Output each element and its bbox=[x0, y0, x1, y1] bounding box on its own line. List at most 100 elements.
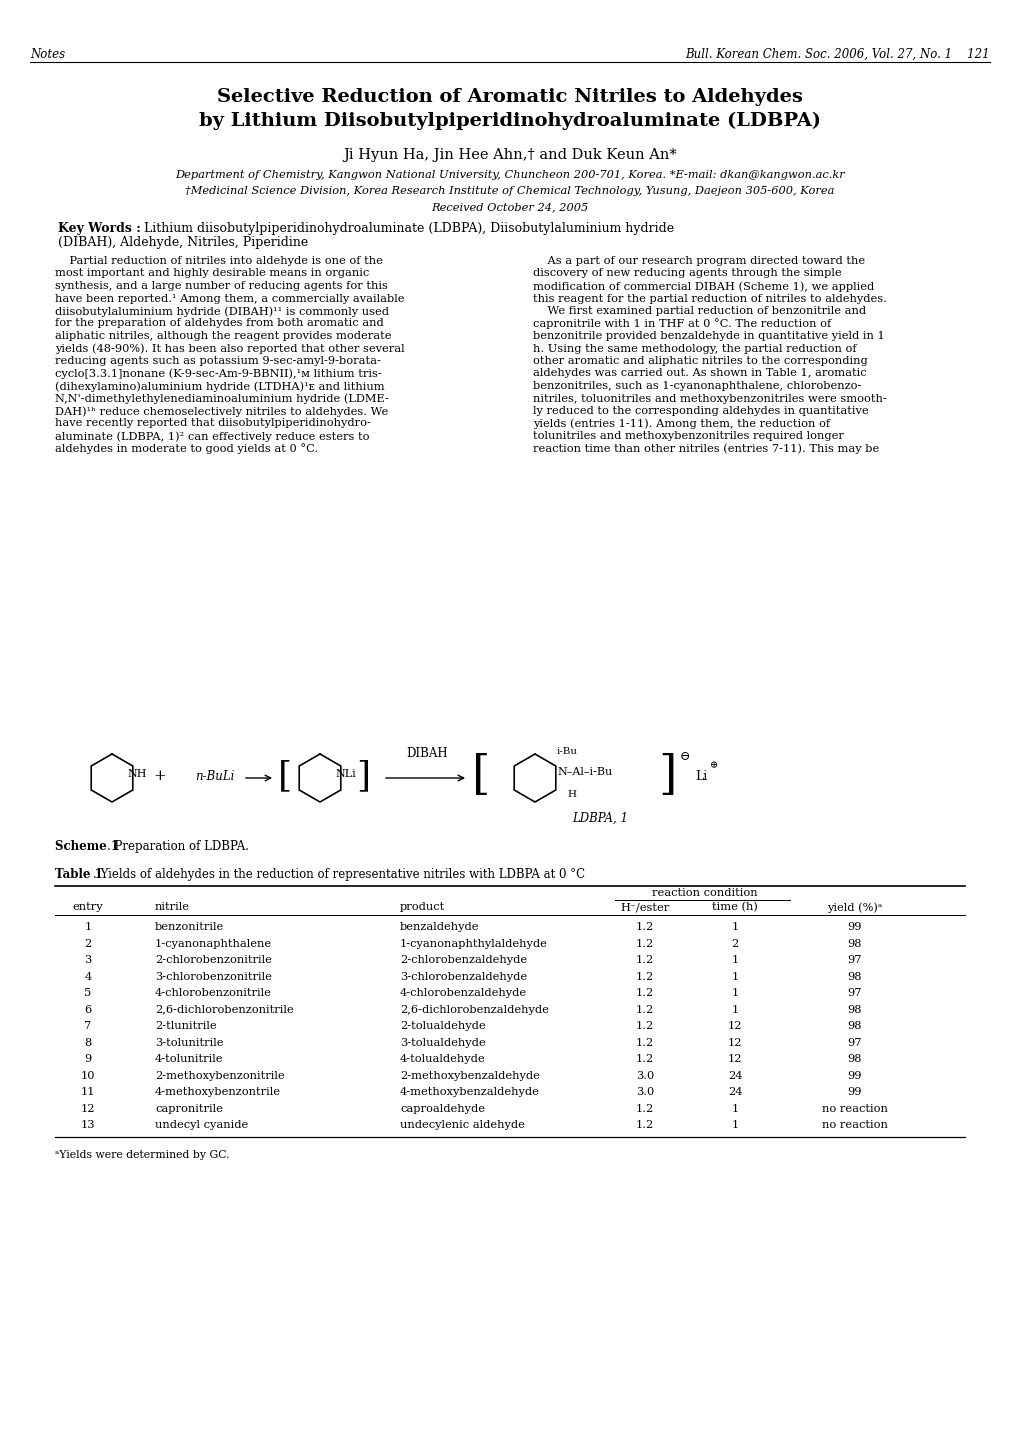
Text: have recently reported that diisobutylpiperidinohydro-: have recently reported that diisobutylpi… bbox=[55, 418, 371, 429]
Text: most important and highly desirable means in organic: most important and highly desirable mean… bbox=[55, 268, 369, 278]
Text: 1.2: 1.2 bbox=[635, 1120, 653, 1130]
Text: 4: 4 bbox=[85, 971, 92, 981]
Text: 4-chlorobenzaldehyde: 4-chlorobenzaldehyde bbox=[399, 988, 527, 999]
Text: 1: 1 bbox=[731, 1120, 738, 1130]
Text: ly reduced to the corresponding aldehydes in quantitative: ly reduced to the corresponding aldehyde… bbox=[533, 405, 868, 416]
Text: 1.2: 1.2 bbox=[635, 1038, 653, 1048]
Text: 2-chlorobenzonitrile: 2-chlorobenzonitrile bbox=[155, 955, 272, 965]
Text: undecyl cyanide: undecyl cyanide bbox=[155, 1120, 248, 1130]
Text: 3-tolunitrile: 3-tolunitrile bbox=[155, 1038, 223, 1048]
Text: Lithium diisobutylpiperidinohydroaluminate (LDBPA), Diisobutylaluminium hydride: Lithium diisobutylpiperidinohydroalumina… bbox=[136, 222, 674, 235]
Text: +: + bbox=[154, 769, 166, 784]
Text: caproaldehyde: caproaldehyde bbox=[399, 1104, 484, 1114]
Text: 1-cyanonaphthalene: 1-cyanonaphthalene bbox=[155, 938, 272, 948]
Text: 7: 7 bbox=[85, 1022, 92, 1032]
Text: (DIBAH), Aldehyde, Nitriles, Piperidine: (DIBAH), Aldehyde, Nitriles, Piperidine bbox=[58, 237, 308, 250]
Text: reducing agents such as potassium 9-sec-amyl-9-borata-: reducing agents such as potassium 9-sec-… bbox=[55, 356, 380, 367]
Text: benzonitriles, such as 1-cyanonaphthalene, chlorobenzo-: benzonitriles, such as 1-cyanonaphthalen… bbox=[533, 381, 860, 391]
Text: 12: 12 bbox=[727, 1053, 742, 1063]
Text: entry: entry bbox=[72, 902, 103, 912]
Text: Key Words :: Key Words : bbox=[58, 222, 141, 235]
Text: Received October 24, 2005: Received October 24, 2005 bbox=[431, 202, 588, 212]
Text: 3-chlorobenzonitrile: 3-chlorobenzonitrile bbox=[155, 971, 272, 981]
Text: 1.2: 1.2 bbox=[635, 1004, 653, 1014]
Text: 1.2: 1.2 bbox=[635, 1053, 653, 1063]
Text: benzonitrile: benzonitrile bbox=[155, 922, 224, 932]
Text: 4-methoxybenzaldehyde: 4-methoxybenzaldehyde bbox=[399, 1087, 539, 1097]
Text: aliphatic nitriles, although the reagent provides moderate: aliphatic nitriles, although the reagent… bbox=[55, 330, 391, 341]
Text: . Yields of aldehydes in the reduction of representative nitriles with LDBPA at : . Yields of aldehydes in the reduction o… bbox=[93, 869, 585, 882]
Text: 1.2: 1.2 bbox=[635, 1022, 653, 1032]
Text: 10: 10 bbox=[81, 1071, 95, 1081]
Text: 2-methoxybenzaldehyde: 2-methoxybenzaldehyde bbox=[399, 1071, 539, 1081]
Text: 1: 1 bbox=[731, 1104, 738, 1114]
Text: Notes: Notes bbox=[30, 48, 65, 61]
Text: (dihexylamino)aluminium hydride (LTDHA)¹ᴇ and lithium: (dihexylamino)aluminium hydride (LTDHA)¹… bbox=[55, 381, 384, 391]
Text: reaction condition: reaction condition bbox=[651, 887, 757, 898]
Text: N–Al–i-Bu: N–Al–i-Bu bbox=[556, 768, 611, 776]
Text: 4-methoxybenzontrile: 4-methoxybenzontrile bbox=[155, 1087, 280, 1097]
Text: capronitrile: capronitrile bbox=[155, 1104, 223, 1114]
Text: 13: 13 bbox=[81, 1120, 95, 1130]
Text: 98: 98 bbox=[847, 971, 861, 981]
Text: Table 1: Table 1 bbox=[55, 869, 103, 882]
Text: tolunitriles and methoxybenzonitriles required longer: tolunitriles and methoxybenzonitriles re… bbox=[533, 431, 843, 442]
Text: 6: 6 bbox=[85, 1004, 92, 1014]
Text: 24: 24 bbox=[727, 1071, 742, 1081]
Text: Li: Li bbox=[694, 769, 706, 782]
Text: Scheme 1: Scheme 1 bbox=[55, 840, 119, 853]
Text: 97: 97 bbox=[847, 1038, 861, 1048]
Text: 2: 2 bbox=[85, 938, 92, 948]
Text: capronitrile with 1 in THF at 0 °C. The reduction of: capronitrile with 1 in THF at 0 °C. The … bbox=[533, 319, 830, 329]
Text: 1.2: 1.2 bbox=[635, 922, 653, 932]
Text: have been reported.¹ Among them, a commercially available: have been reported.¹ Among them, a comme… bbox=[55, 293, 405, 303]
Text: time (h): time (h) bbox=[711, 902, 757, 912]
Text: 1.2: 1.2 bbox=[635, 955, 653, 965]
Text: by Lithium Diisobutylpiperidinohydroaluminate (LDBPA): by Lithium Diisobutylpiperidinohydroalum… bbox=[199, 113, 820, 130]
Text: LDBPA, 1: LDBPA, 1 bbox=[572, 812, 628, 825]
Text: 1: 1 bbox=[731, 988, 738, 999]
Text: ]: ] bbox=[657, 753, 676, 798]
Text: As a part of our research program directed toward the: As a part of our research program direct… bbox=[533, 255, 864, 266]
Text: 99: 99 bbox=[847, 1087, 861, 1097]
Text: for the preparation of aldehydes from both aromatic and: for the preparation of aldehydes from bo… bbox=[55, 319, 383, 329]
Text: DIBAH: DIBAH bbox=[406, 747, 447, 760]
Text: 1.2: 1.2 bbox=[635, 1104, 653, 1114]
Text: yield (%)ᵃ: yield (%)ᵃ bbox=[826, 902, 881, 912]
Text: 98: 98 bbox=[847, 938, 861, 948]
Text: 12: 12 bbox=[81, 1104, 95, 1114]
Text: 4-chlorobenzonitrile: 4-chlorobenzonitrile bbox=[155, 988, 272, 999]
Text: aluminate (LDBPA, 1)² can effectively reduce esters to: aluminate (LDBPA, 1)² can effectively re… bbox=[55, 431, 369, 442]
Text: 1: 1 bbox=[731, 1004, 738, 1014]
Text: 1: 1 bbox=[731, 971, 738, 981]
Text: †Medicinal Science Division, Korea Research Institute of Chemical Technology, Yu: †Medicinal Science Division, Korea Resea… bbox=[185, 186, 834, 196]
Text: nitriles, toluonitriles and methoxybenzonitriles were smooth-: nitriles, toluonitriles and methoxybenzo… bbox=[533, 394, 886, 404]
Text: N,N'-dimethylethylenediaminoaluminium hydride (LDME-: N,N'-dimethylethylenediaminoaluminium hy… bbox=[55, 394, 388, 404]
Text: Partial reduction of nitriles into aldehyde is one of the: Partial reduction of nitriles into aldeh… bbox=[55, 255, 382, 266]
Text: 8: 8 bbox=[85, 1038, 92, 1048]
Text: 97: 97 bbox=[847, 988, 861, 999]
Text: 1: 1 bbox=[731, 922, 738, 932]
Text: 99: 99 bbox=[847, 1071, 861, 1081]
Text: undecylenic aldehyde: undecylenic aldehyde bbox=[399, 1120, 525, 1130]
Text: [: [ bbox=[472, 753, 490, 798]
Text: Bull. Korean Chem. Soc. 2006, Vol. 27, No. 1    121: Bull. Korean Chem. Soc. 2006, Vol. 27, N… bbox=[685, 48, 989, 61]
Text: benzonitrile provided benzaldehyde in quantitative yield in 1: benzonitrile provided benzaldehyde in qu… bbox=[533, 330, 883, 341]
Text: 2: 2 bbox=[731, 938, 738, 948]
Text: aldehydes was carried out. As shown in Table 1, aromatic: aldehydes was carried out. As shown in T… bbox=[533, 368, 866, 378]
Text: 1.2: 1.2 bbox=[635, 971, 653, 981]
Text: i-Bu: i-Bu bbox=[556, 747, 578, 756]
Text: NH: NH bbox=[127, 769, 147, 779]
Text: 2,6-dichlorobenzaldehyde: 2,6-dichlorobenzaldehyde bbox=[399, 1004, 548, 1014]
Text: 2-tolualdehyde: 2-tolualdehyde bbox=[399, 1022, 485, 1032]
Text: 99: 99 bbox=[847, 922, 861, 932]
Text: aldehydes in moderate to good yields at 0 °C.: aldehydes in moderate to good yields at … bbox=[55, 443, 318, 455]
Text: h. Using the same methodology, the partial reduction of: h. Using the same methodology, the parti… bbox=[533, 343, 856, 354]
Text: Department of Chemistry, Kangwon National University, Chuncheon 200-701, Korea. : Department of Chemistry, Kangwon Nationa… bbox=[175, 170, 844, 180]
Text: yields (48-90%). It has been also reported that other several: yields (48-90%). It has been also report… bbox=[55, 343, 405, 354]
Text: modification of commercial DIBAH (Scheme 1), we applied: modification of commercial DIBAH (Scheme… bbox=[533, 281, 873, 291]
Text: . Preparation of LDBPA.: . Preparation of LDBPA. bbox=[107, 840, 249, 853]
Text: product: product bbox=[399, 902, 445, 912]
Text: benzaldehyde: benzaldehyde bbox=[399, 922, 479, 932]
Text: no reaction: no reaction bbox=[821, 1120, 888, 1130]
